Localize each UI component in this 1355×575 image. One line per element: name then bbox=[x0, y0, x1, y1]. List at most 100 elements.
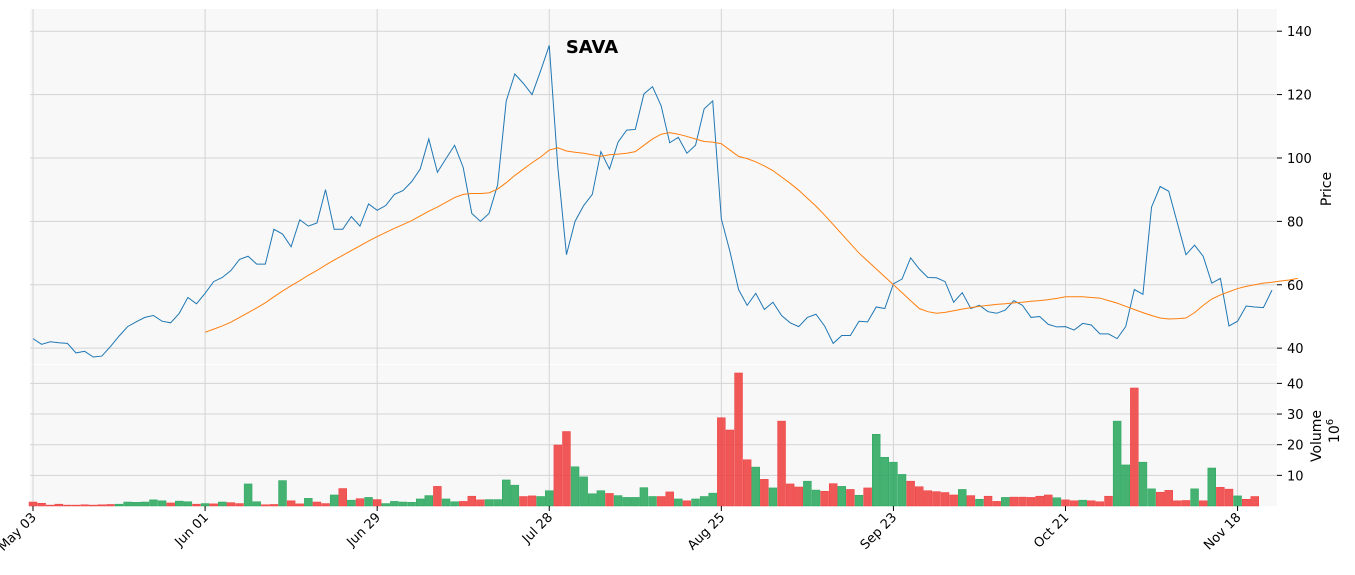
volume-bar bbox=[639, 487, 649, 507]
volume-bar bbox=[355, 498, 365, 507]
volume-bar bbox=[166, 502, 175, 507]
volume-bar bbox=[321, 503, 330, 507]
volume-bar bbox=[872, 434, 881, 507]
volume-bar bbox=[450, 501, 459, 507]
volume-bar bbox=[519, 496, 528, 507]
volume-bar bbox=[140, 501, 150, 507]
volume-bar bbox=[329, 494, 339, 507]
volume-bar bbox=[235, 503, 244, 507]
volume-bar bbox=[1224, 488, 1234, 507]
volume-bar bbox=[106, 504, 115, 507]
volume-bar bbox=[932, 491, 941, 507]
volume-bar bbox=[1087, 500, 1096, 507]
volume-bar bbox=[1069, 500, 1079, 507]
volume-bar bbox=[89, 504, 98, 507]
volume-bar bbox=[1035, 495, 1044, 507]
close-price-line bbox=[32, 45, 1273, 358]
volume-bar bbox=[97, 504, 107, 507]
volume-bar bbox=[656, 496, 666, 507]
volume-bar bbox=[364, 497, 373, 507]
x-tick-label: Nov 18 bbox=[1201, 510, 1244, 553]
volume-bar bbox=[1241, 499, 1251, 507]
volume-bar bbox=[476, 499, 485, 507]
volume-bar bbox=[1078, 499, 1087, 507]
volume-bar bbox=[794, 486, 803, 507]
volume-bar bbox=[958, 489, 967, 507]
volume-bar bbox=[132, 502, 141, 507]
volume-bar bbox=[381, 503, 390, 507]
volume-bar bbox=[347, 499, 356, 507]
volume-bar bbox=[949, 494, 958, 507]
volume-bar bbox=[777, 420, 786, 507]
volume-bar bbox=[338, 488, 347, 507]
volume-bar bbox=[415, 498, 425, 507]
volume-bar bbox=[811, 489, 821, 507]
volume-bar bbox=[846, 489, 855, 507]
volume-bar bbox=[1061, 499, 1070, 507]
volume-bar bbox=[1155, 491, 1165, 507]
volume-bar bbox=[54, 503, 64, 507]
volume-bar bbox=[157, 500, 167, 507]
volume-bar bbox=[286, 500, 296, 507]
volume-panel-background bbox=[30, 365, 1277, 506]
volume-bar bbox=[768, 487, 778, 507]
volume-bar bbox=[1044, 494, 1053, 507]
volume-bar bbox=[605, 493, 614, 507]
volume-bar bbox=[1173, 500, 1182, 507]
volume-bar bbox=[631, 497, 640, 507]
x-tick-label: Jul 28 bbox=[519, 510, 556, 547]
volume-bar bbox=[897, 474, 907, 507]
volume-bar bbox=[588, 493, 597, 507]
volume-bar bbox=[880, 457, 890, 507]
volume-bar bbox=[915, 486, 924, 507]
volume-bar bbox=[803, 480, 812, 507]
volume-bar bbox=[390, 501, 399, 507]
volume-bar bbox=[570, 466, 580, 507]
volume-bar bbox=[699, 496, 709, 507]
volume-bar bbox=[372, 499, 382, 507]
volume-bar bbox=[37, 502, 46, 507]
volume-bar bbox=[579, 476, 588, 507]
x-tick-label: Jun 29 bbox=[344, 510, 384, 550]
price-tick-label: 140 bbox=[1287, 25, 1312, 40]
volume-bar bbox=[536, 496, 545, 507]
volume-bar bbox=[785, 483, 795, 507]
volume-bar bbox=[923, 490, 933, 507]
volume-bar bbox=[424, 495, 433, 507]
volume-bar bbox=[1216, 487, 1225, 507]
volume-bar bbox=[562, 431, 571, 507]
volume-bar bbox=[1026, 497, 1036, 507]
volume-bar bbox=[80, 504, 89, 507]
volume-bar bbox=[493, 499, 502, 507]
volume-bar bbox=[596, 490, 606, 507]
volume-bar bbox=[1147, 488, 1156, 507]
price-tick-label: 60 bbox=[1287, 279, 1304, 294]
volume-bar bbox=[837, 486, 846, 507]
volume-bar bbox=[691, 498, 700, 507]
volume-bar bbox=[992, 501, 1001, 507]
volume-bar bbox=[648, 496, 657, 507]
volume-bar bbox=[553, 444, 563, 507]
volume-bar bbox=[123, 501, 132, 507]
volume-tick-label: 10 bbox=[1287, 469, 1304, 484]
volume-bar bbox=[734, 372, 743, 507]
volume-bar bbox=[175, 500, 184, 507]
volume-bar bbox=[674, 498, 683, 507]
volume-bar bbox=[983, 495, 993, 507]
volume-bar bbox=[1009, 496, 1019, 507]
volume-bar bbox=[46, 504, 55, 507]
volume-bar bbox=[441, 498, 451, 507]
volume-bar bbox=[200, 503, 210, 507]
volume-bar bbox=[312, 501, 322, 507]
volume-bar bbox=[407, 502, 416, 507]
volume-bar bbox=[1190, 488, 1199, 507]
volume-bar bbox=[183, 501, 193, 507]
price-tick-label: 80 bbox=[1287, 215, 1304, 230]
volume-bar bbox=[863, 487, 872, 507]
moving-average-line bbox=[204, 132, 1298, 333]
volume-bar bbox=[1018, 496, 1027, 507]
volume-bar bbox=[484, 499, 494, 507]
price-panel-background bbox=[30, 9, 1277, 364]
volume-bar bbox=[243, 483, 253, 507]
